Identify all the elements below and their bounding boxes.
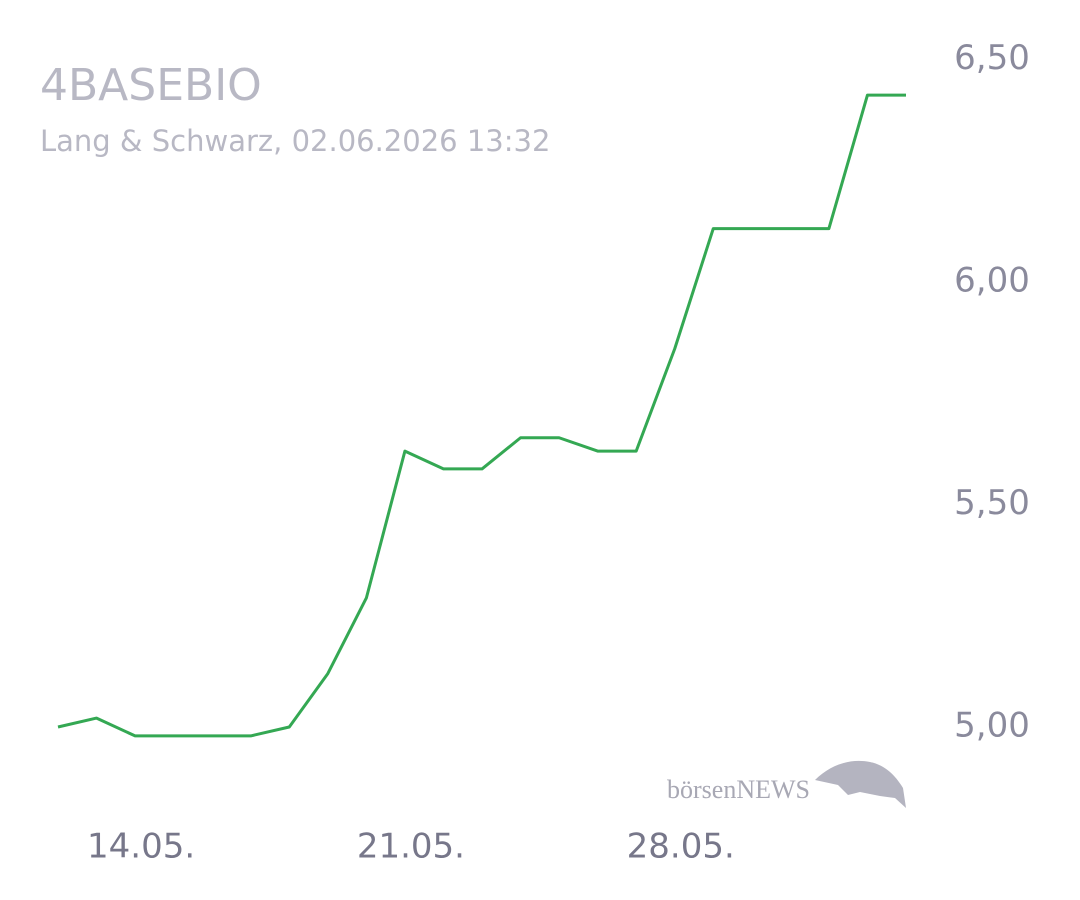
watermark-logo — [815, 760, 906, 808]
x-tick-label: 14.05. — [87, 827, 195, 867]
y-tick-label: 5,00 — [954, 706, 1030, 746]
y-tick-label: 6,50 — [954, 38, 1030, 78]
chart-subtitle: Lang & Schwarz, 02.06.2026 13:32 — [40, 124, 550, 158]
watermark: börsenNEWS — [667, 775, 810, 804]
line — [57, 93, 906, 738]
x-tick-label: 21.05. — [357, 827, 465, 867]
y-tick-label: 6,00 — [954, 261, 1030, 301]
x-tick-label: 28.05. — [627, 827, 735, 867]
chart-title: 4BASEBIO — [40, 60, 262, 111]
y-tick-label: 5,50 — [954, 483, 1030, 523]
